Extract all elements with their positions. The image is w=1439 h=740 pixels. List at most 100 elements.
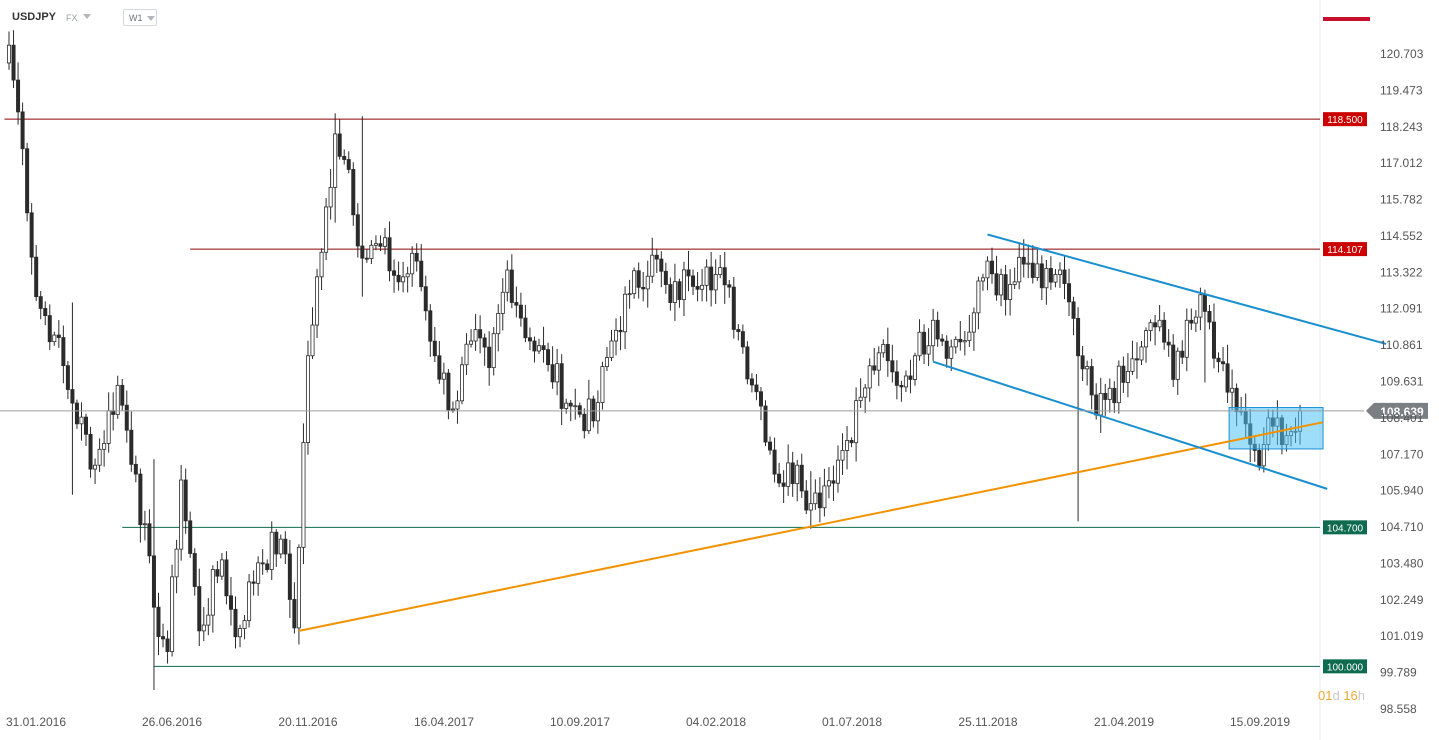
candle: [1035, 248, 1040, 281]
candle: [903, 370, 908, 393]
candle: [1026, 244, 1031, 279]
candle: [641, 272, 646, 302]
candle-body: [459, 364, 464, 402]
candle-body: [749, 378, 754, 386]
candle: [885, 327, 890, 377]
candle-body: [1189, 319, 1194, 324]
candle-body: [1044, 268, 1049, 289]
candle-body: [387, 237, 392, 272]
y-tick-label: 114.552: [1380, 229, 1423, 243]
market-label[interactable]: FX: [66, 13, 78, 23]
candle: [1207, 304, 1212, 330]
candle: [1211, 303, 1216, 369]
candle: [944, 335, 949, 368]
candle: [1116, 360, 1121, 414]
trendline-channel-upper: [987, 233, 1387, 345]
candle: [1062, 255, 1067, 300]
candle: [550, 346, 555, 389]
candle-body: [994, 273, 999, 296]
candle-body: [532, 340, 537, 352]
candle: [659, 251, 664, 288]
horizontal-levels[interactable]: 118.500 114.107 104.700 100.000: [4, 112, 1367, 674]
level-price-tag: [1323, 659, 1367, 674]
candle: [881, 339, 886, 358]
candle-body: [1076, 317, 1081, 357]
candle-body: [1080, 355, 1085, 370]
candle: [627, 279, 632, 309]
candle: [1098, 377, 1103, 433]
candle: [469, 329, 474, 348]
candle: [1048, 256, 1053, 290]
candle: [835, 445, 840, 493]
y-tick-label: 99.789: [1380, 666, 1417, 680]
candle-body: [668, 284, 673, 303]
candle-body: [1144, 330, 1149, 348]
candle-body: [283, 538, 288, 555]
candle-body: [206, 614, 211, 626]
candle: [419, 244, 424, 292]
candle: [1121, 356, 1126, 394]
candle: [1202, 289, 1207, 383]
candle-body: [831, 480, 836, 484]
candle: [265, 559, 270, 573]
candle: [985, 256, 990, 291]
candle: [278, 534, 283, 559]
timeframe-selector[interactable]: W1: [123, 9, 157, 26]
candle-body: [786, 462, 791, 487]
candle-body: [315, 276, 320, 326]
candle-body: [369, 244, 374, 259]
candle: [845, 425, 850, 470]
candle-body: [1048, 268, 1053, 283]
candle: [1144, 327, 1149, 363]
candle-body: [1211, 321, 1216, 359]
candle: [491, 327, 496, 376]
candle-body: [953, 338, 958, 348]
candle: [854, 387, 859, 462]
candle-countdown-timer: 01d 16h: [1318, 688, 1365, 703]
candle: [156, 592, 161, 656]
candle-body: [1035, 263, 1040, 278]
candle-body: [260, 562, 265, 565]
candle: [1189, 308, 1194, 330]
candle: [636, 262, 641, 299]
candle-body: [56, 334, 61, 338]
candle-body: [736, 329, 741, 333]
candle-body: [296, 546, 301, 629]
candle: [11, 30, 16, 89]
candle-body: [170, 576, 175, 652]
candle-body: [713, 274, 718, 291]
candle: [876, 346, 881, 387]
level-price-tag: [1323, 520, 1367, 535]
candle-body: [840, 450, 845, 461]
candle-body: [351, 169, 356, 216]
candle: [1003, 264, 1008, 316]
candle-body: [1166, 341, 1171, 346]
candle-body: [219, 559, 224, 577]
candle-body: [405, 273, 410, 278]
candle: [813, 479, 818, 510]
candle: [93, 458, 98, 484]
candle-body: [903, 375, 908, 388]
candle: [518, 292, 523, 327]
candle: [1153, 315, 1158, 346]
candle-body: [591, 398, 596, 422]
candle-body: [292, 599, 297, 629]
candle: [913, 352, 918, 386]
candle: [1216, 352, 1221, 373]
x-tick-label: 15.09.2019: [1230, 715, 1290, 729]
candle-body: [133, 463, 138, 475]
candle: [772, 437, 777, 483]
candle: [917, 319, 922, 361]
candle: [745, 341, 750, 385]
chevron-down-icon[interactable]: [83, 14, 91, 19]
candle: [523, 304, 528, 343]
highlight-zone[interactable]: [1228, 407, 1324, 450]
trendlines[interactable]: [298, 233, 1387, 632]
candle: [432, 326, 437, 363]
symbol-label[interactable]: USDJPY: [12, 11, 57, 23]
candle: [428, 304, 433, 357]
candle: [804, 480, 809, 515]
candle-body: [677, 281, 682, 301]
candle: [233, 596, 238, 649]
